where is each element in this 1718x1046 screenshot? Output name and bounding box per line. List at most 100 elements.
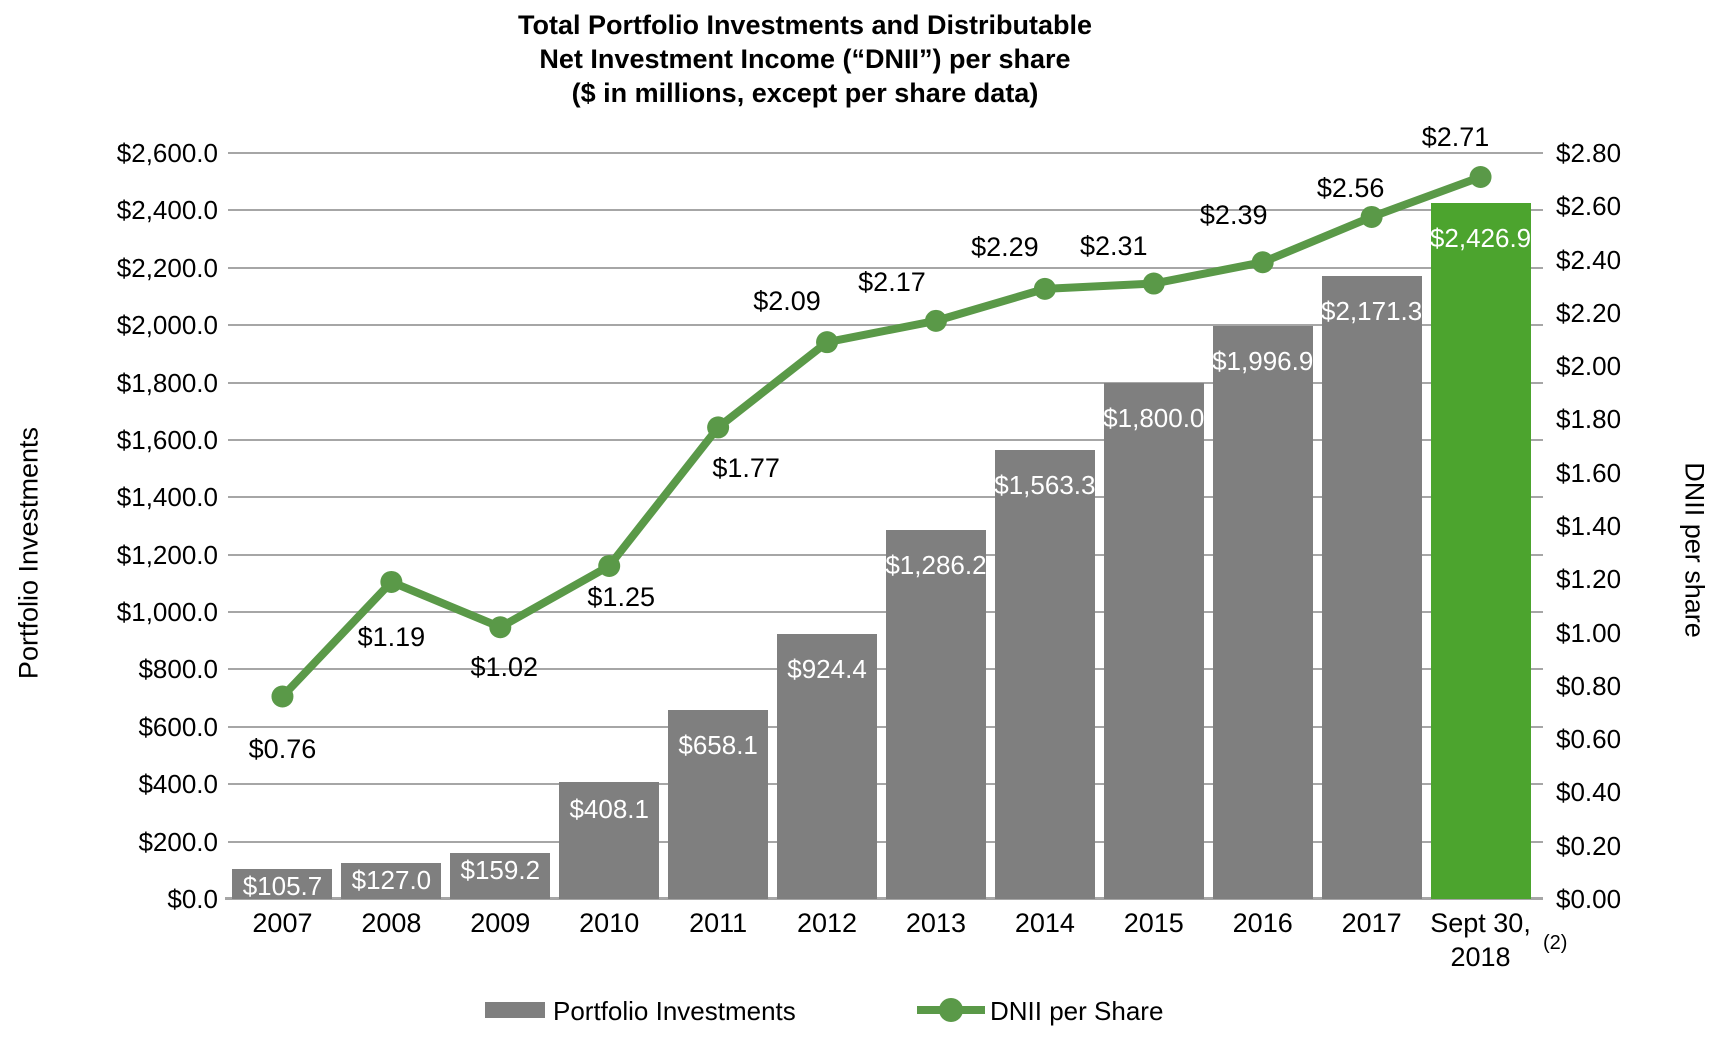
gridline [228, 381, 1543, 384]
x-tick-label: 2010 [579, 908, 640, 938]
legend-label-portfolio-investments: Portfolio Investments [553, 996, 796, 1026]
line-point-label: $2.71 [1421, 121, 1490, 152]
chart-title: Total Portfolio Investments and Distribu… [0, 8, 1610, 110]
line-point-marker [271, 685, 294, 708]
y-tick-label-right: $2.20 [1556, 297, 1622, 328]
y-tick-label-right: $1.20 [1556, 564, 1622, 595]
y-tick-label-right: $0.40 [1556, 777, 1622, 808]
bar-label: $159.2 [460, 855, 541, 886]
line-point-label: $1.77 [712, 453, 780, 484]
y-tick-label-left: $1,200.0 [116, 539, 218, 570]
line-point-label: $2.29 [971, 231, 1039, 262]
y-tick-label-right: $0.80 [1556, 670, 1622, 701]
bar [994, 450, 1095, 899]
bar [559, 781, 660, 899]
gridline [228, 783, 1543, 786]
gridline [228, 553, 1543, 556]
y-tick-label-left: $2,400.0 [116, 195, 218, 226]
bar-label: $924.4 [787, 653, 867, 684]
line-path [279, 173, 1482, 700]
bar-label: $1,800.0 [1103, 402, 1205, 433]
bar-label: $127.0 [351, 864, 432, 895]
x-tick-label: 2013 [905, 908, 966, 938]
line-point-marker [380, 570, 403, 593]
y-tick-label-left: $600.0 [138, 711, 218, 742]
gridline [228, 840, 1543, 843]
line-point-marker [1360, 205, 1383, 228]
x-tick-label: 2015 [1123, 908, 1184, 938]
y-tick-label-right: $0.60 [1556, 724, 1622, 755]
gridline [228, 725, 1543, 728]
x-tick-label: 2009 [470, 908, 531, 938]
x-axis-line [225, 897, 1543, 900]
x-tick-label: 2017 [1341, 908, 1402, 938]
y-tick-label-right: $2.40 [1556, 244, 1622, 275]
bar-label: $2,171.3 [1321, 296, 1423, 326]
gridline [228, 152, 1543, 154]
line-point-label: $1.25 [587, 581, 655, 612]
x-tick-label: 2014 [1014, 908, 1075, 938]
bar-label: $1,996.9 [1212, 346, 1314, 377]
y-tick-label-left: $2,600.0 [116, 138, 218, 168]
line-point-marker [1033, 277, 1056, 300]
bar-label: $105.7 [242, 870, 323, 901]
gridline [228, 324, 1543, 327]
bar [450, 853, 551, 899]
y-tick-label-left: $1,600.0 [116, 424, 218, 455]
line-point-label: $2.09 [753, 286, 821, 317]
line-point-label: $1.19 [357, 621, 426, 652]
gridline [228, 438, 1543, 441]
bar [341, 862, 442, 899]
legend-label-dnii-per-share: DNII per Share [990, 996, 1164, 1026]
y-tick-label-right: $1.00 [1556, 617, 1622, 648]
y-tick-label-right: $1.60 [1556, 457, 1622, 488]
gridline [228, 611, 1543, 614]
y-tick-label-left: $0.0 [167, 884, 218, 914]
line-point-marker [924, 309, 947, 332]
bar-label: $658.1 [678, 730, 758, 761]
legend-line-marker-dot [939, 998, 963, 1022]
line-point-label: $0.76 [248, 733, 317, 764]
line-point-label: $1.02 [470, 652, 539, 683]
y-tick-label-left: $200.0 [138, 826, 218, 857]
x-tick-label: 2012 [796, 908, 858, 938]
bar [1430, 202, 1531, 899]
gridline [228, 496, 1543, 499]
line-point-marker [1469, 165, 1492, 188]
bar [777, 633, 878, 899]
gridline [228, 668, 1543, 671]
chart-title-line2: Net Investment Income (“DNII”) per share [539, 44, 1071, 74]
footnote-marker: (2) [1543, 932, 1568, 954]
y-tick-label-left: $2,200.0 [116, 252, 218, 283]
y-tick-label-left: $1,800.0 [116, 367, 218, 398]
y-tick-label-right: $2.60 [1556, 191, 1622, 222]
gridline [228, 209, 1543, 212]
bar [1321, 276, 1422, 899]
bar [232, 868, 333, 899]
x-tick-label: 2011 [689, 908, 748, 938]
x-tick-label: Sept 30, [1430, 908, 1531, 938]
y-tick-label-right: $0.00 [1556, 884, 1622, 914]
y-tick-label-right: $1.80 [1556, 404, 1622, 435]
y-tick-label-right: $1.40 [1556, 511, 1622, 541]
y-tick-label-right: $2.80 [1556, 138, 1622, 168]
y-tick-label-left: $400.0 [138, 769, 218, 800]
y-tick-label-right: $2.00 [1556, 351, 1622, 382]
y-tick-label-left: $1,400.0 [116, 482, 218, 513]
line-point-label: $2.17 [858, 266, 926, 297]
y-tick-label-left: $1,000.0 [116, 597, 218, 628]
dnii-line-series [271, 165, 1492, 708]
x-tick-label: 2007 [252, 908, 313, 938]
bar [885, 529, 986, 899]
x-tick-label: 2018 [1450, 942, 1511, 972]
chart-title-line3: ($ in millions, except per share data) [571, 78, 1039, 108]
line-point-marker [1142, 272, 1165, 295]
line-point-label: $2.31 [1079, 230, 1148, 261]
y-tick-label-left: $2,000.0 [116, 310, 218, 341]
x-tick-label: 2016 [1232, 908, 1293, 938]
bar [668, 710, 769, 899]
bar-label: $2,426.9 [1429, 222, 1532, 253]
bar-label: $408.1 [569, 793, 649, 824]
